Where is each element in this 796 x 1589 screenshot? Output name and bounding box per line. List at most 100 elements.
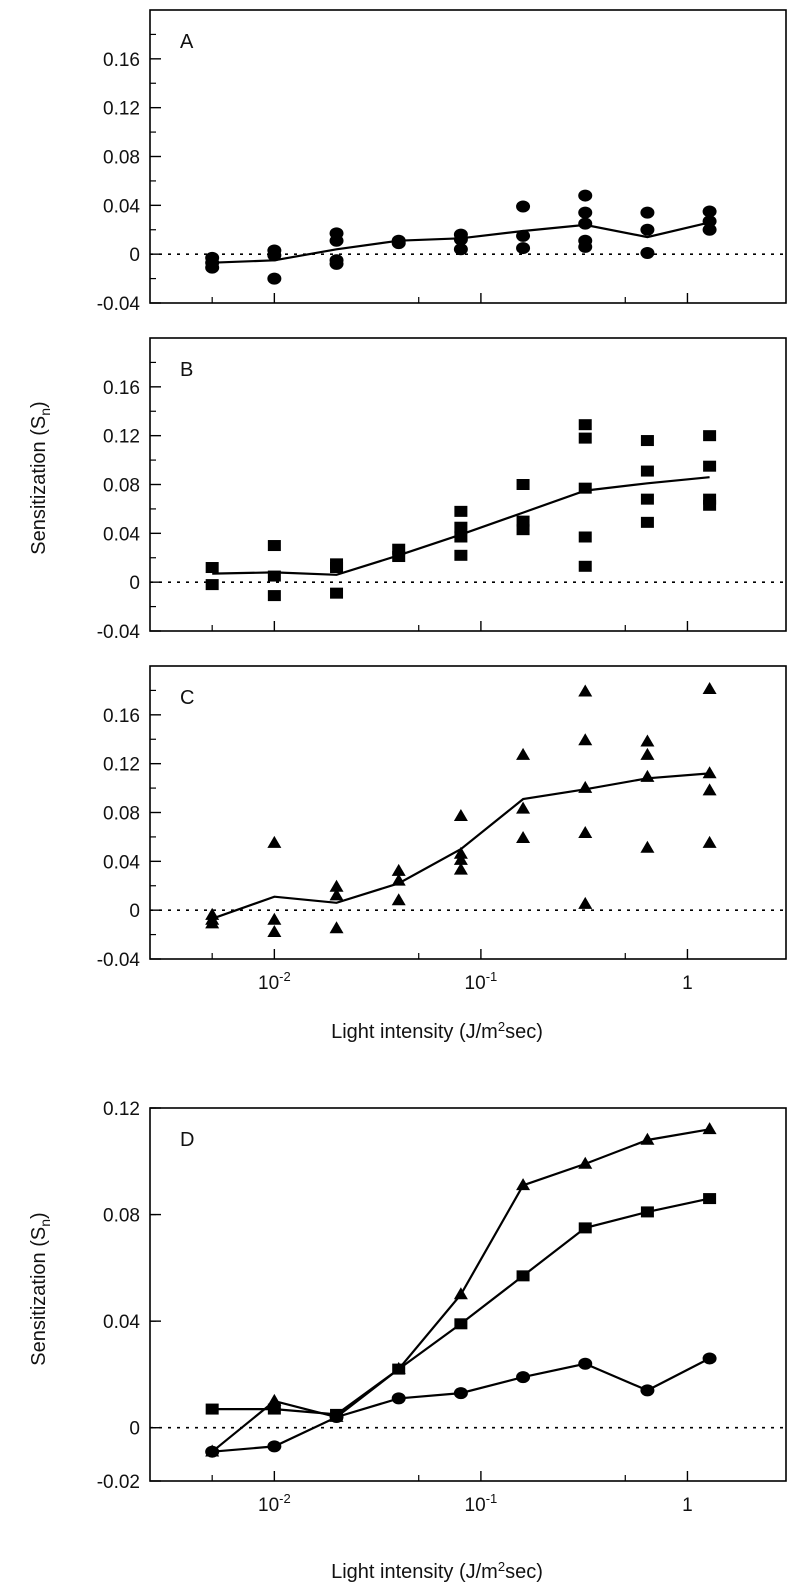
- x-tick-label-exponent: -1: [486, 1491, 498, 1506]
- data-point: [703, 499, 717, 511]
- data-point: [640, 516, 654, 528]
- data-point: [392, 543, 406, 555]
- data-point: [578, 206, 593, 219]
- panel-label-c: C: [180, 687, 194, 709]
- y-axis-title-text: Sensitization (S: [28, 416, 50, 555]
- panel-label-b: B: [180, 359, 193, 381]
- data-point: [267, 570, 281, 582]
- data-point: [391, 873, 406, 886]
- data-point-circle: [267, 1440, 282, 1453]
- data-point: [516, 242, 531, 255]
- data-point: [267, 912, 282, 925]
- y-tick-label: 0: [129, 573, 140, 594]
- data-point: [205, 916, 220, 929]
- data-point: [578, 560, 592, 572]
- data-point: [578, 432, 592, 444]
- data-point-square: [516, 1270, 530, 1282]
- y-tick-label: 0.16: [103, 706, 140, 727]
- y-tick-label: 0.04: [103, 196, 140, 217]
- data-point-circle: [453, 1387, 468, 1400]
- data-point: [329, 879, 344, 892]
- x-tick-label: 10-2: [258, 969, 291, 994]
- data-point: [702, 766, 717, 779]
- x-axis-title-close-d: sec): [505, 1561, 543, 1583]
- data-point: [454, 549, 468, 561]
- data-point-triangle: [516, 1178, 531, 1191]
- plot-frame-a: [149, 9, 787, 304]
- data-point: [329, 921, 344, 934]
- data-point: [640, 465, 654, 477]
- x-tick-label-base: 10: [465, 973, 486, 994]
- data-point: [640, 246, 655, 259]
- data-point: [578, 531, 592, 543]
- data-point: [205, 261, 220, 274]
- data-point: [329, 888, 344, 901]
- data-point: [578, 217, 593, 230]
- y-tick-label: 0.04: [103, 524, 140, 545]
- data-point: [578, 189, 593, 202]
- y-tick-label: 0.08: [103, 476, 140, 497]
- data-point: [640, 493, 654, 505]
- data-point: [702, 835, 717, 848]
- data-point: [391, 237, 406, 250]
- y-tick-label: -0.04: [97, 622, 141, 643]
- data-point: [453, 243, 468, 256]
- data-point: [267, 249, 282, 262]
- y-tick-label: 0.16: [103, 378, 140, 399]
- data-point-square: [640, 1206, 654, 1218]
- data-point-square: [205, 1403, 219, 1415]
- x-tick-label-exponent: -1: [486, 969, 498, 984]
- x-tick-label: 1: [682, 973, 693, 994]
- y-tick-label: 0.08: [103, 148, 140, 169]
- x-axis-title-superscript: 2: [498, 1019, 505, 1034]
- data-point-circle: [329, 1411, 344, 1424]
- data-point-triangle: [578, 1156, 593, 1169]
- data-point: [516, 200, 531, 213]
- y-axis-title-subscript: n: [37, 408, 53, 416]
- data-point: [702, 215, 717, 228]
- data-point: [702, 681, 717, 694]
- y-tick-label: 0.04: [103, 852, 140, 873]
- data-point-circle: [578, 1357, 593, 1370]
- panel-a: A -0.04 0 0.04 0.08 0.12 0.16: [97, 9, 787, 315]
- data-point: [702, 205, 717, 218]
- data-point: [516, 515, 530, 527]
- data-point-circle: [516, 1371, 531, 1384]
- data-point: [578, 419, 592, 431]
- data-point: [454, 531, 468, 543]
- y-axis-title-close-d: ): [28, 1212, 50, 1219]
- data-point: [453, 808, 468, 821]
- y-tick-label: -0.02: [97, 1472, 140, 1493]
- x-tick-label-base: 1: [682, 1495, 693, 1516]
- x-tick-label-base: 10: [465, 1495, 486, 1516]
- data-point: [640, 435, 654, 447]
- data-point-square: [578, 1222, 592, 1234]
- y-tick-label: 0.16: [103, 50, 140, 71]
- data-point: [329, 257, 344, 270]
- data-point-triangle: [640, 1132, 655, 1145]
- data-point-circle: [391, 1392, 406, 1405]
- x-tick-label: 10-1: [465, 1491, 498, 1516]
- y-tick-label: 0.04: [103, 1312, 140, 1333]
- data-point-square: [703, 1193, 717, 1205]
- x-tick-label-exponent: -2: [279, 1491, 291, 1506]
- panel-b: B -0.04 0 0.04 0.08 0.12 0.16: [97, 337, 787, 643]
- data-point: [392, 551, 406, 563]
- data-point: [267, 924, 282, 937]
- y-tick-label: 0.12: [103, 755, 140, 776]
- data-point: [454, 521, 468, 533]
- y-tick-label: 0.08: [103, 804, 140, 825]
- data-point: [330, 587, 344, 599]
- y-tick-label: 0.12: [103, 427, 140, 448]
- data-point: [578, 482, 592, 494]
- data-point: [516, 479, 530, 490]
- data-point: [516, 524, 530, 536]
- data-point: [578, 240, 593, 253]
- data-point: [703, 430, 717, 442]
- data-point: [267, 590, 281, 602]
- y-tick-label: -0.04: [97, 294, 141, 315]
- data-point-triangle: [267, 1393, 282, 1406]
- data-point: [578, 826, 593, 839]
